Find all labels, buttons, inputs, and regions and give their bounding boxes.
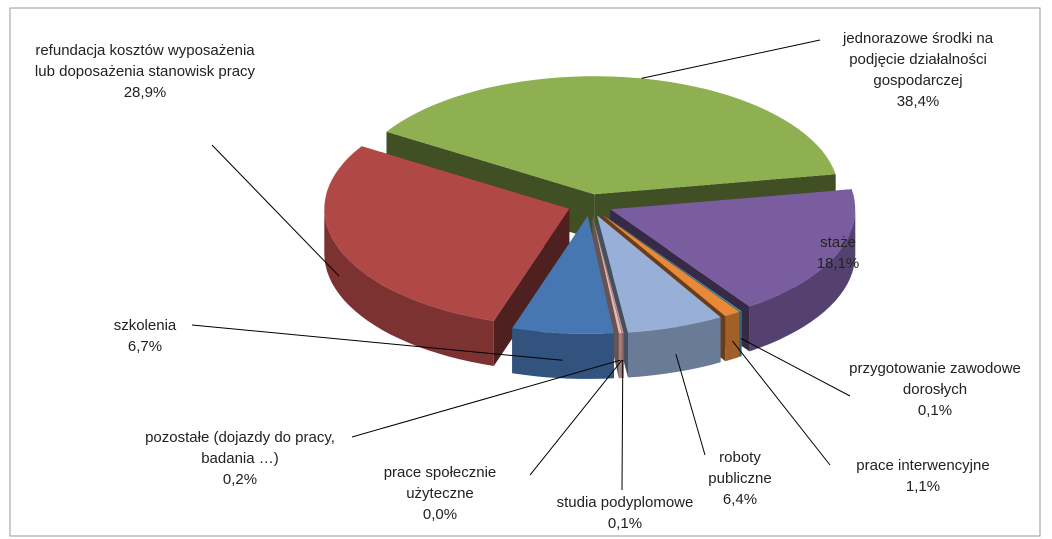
slice-top	[601, 214, 740, 317]
leader-line	[351, 359, 621, 438]
slice	[324, 146, 570, 366]
slice-top	[610, 189, 856, 307]
category-label: staże	[820, 234, 856, 251]
slice-top	[324, 146, 570, 321]
data-label: szkolenia 6,7%	[85, 315, 205, 357]
value-label: 38,4%	[896, 93, 940, 110]
value-label: 0,1%	[917, 402, 953, 419]
category-label: roboty publiczne	[708, 449, 772, 487]
data-label: studia podyplomowe 0,1%	[525, 492, 725, 534]
slice-side	[628, 317, 721, 378]
category-label: jednorazowe środki na podjęcie działalno…	[842, 30, 994, 89]
data-label: prace społecznie użyteczne 0,0%	[350, 462, 530, 525]
leader-line	[740, 337, 851, 397]
category-label: studia podyplomowe	[556, 494, 694, 511]
data-label: refundacja kosztów wyposażenia lub dopos…	[30, 40, 260, 103]
value-label: 0,0%	[422, 506, 458, 523]
value-label: 1,1%	[905, 478, 941, 495]
value-label: 0,2%	[222, 471, 258, 488]
slice-side	[618, 333, 622, 379]
slice-side	[740, 311, 742, 357]
slice-top	[386, 76, 836, 195]
slice	[512, 215, 614, 379]
category-label: prace społecznie użyteczne	[383, 464, 497, 502]
leader-line	[732, 340, 831, 466]
slice-top	[597, 215, 721, 333]
slice-top	[602, 214, 742, 312]
leader-line	[211, 144, 340, 277]
leader-line	[529, 359, 623, 476]
data-label: pozostałe (dojazdy do pracy, badania …) 0…	[125, 427, 355, 490]
data-label: prace interwencyjne 1,1%	[823, 455, 1023, 497]
slice-top	[592, 215, 624, 334]
leader-line	[641, 39, 821, 79]
category-label: pozostałe (dojazdy do pracy, badania …)	[145, 429, 335, 467]
slice-side	[324, 208, 494, 366]
chart-border	[9, 7, 1041, 537]
data-label: staże 18,1%	[783, 232, 893, 274]
value-label: 18,1%	[816, 255, 860, 272]
category-label: refundacja kosztów wyposażenia lub dopos…	[34, 42, 256, 80]
leader-line	[621, 359, 624, 491]
data-label: jednorazowe środki na podjęcie działalno…	[818, 28, 1018, 112]
slice-side	[512, 328, 614, 379]
value-label: 6,4%	[722, 491, 758, 508]
slice	[597, 215, 721, 378]
slice-side	[749, 209, 856, 352]
leader-line	[191, 324, 563, 361]
data-label: roboty publiczne 6,4%	[690, 447, 790, 510]
leader-line	[675, 353, 706, 456]
category-label: prace interwencyjne	[856, 457, 990, 474]
value-label: 0,1%	[607, 515, 643, 532]
category-label: przygotowanie zawodowe dorosłych	[849, 360, 1021, 398]
value-label: 6,7%	[127, 338, 163, 355]
slice-side	[725, 311, 740, 362]
slice-top	[512, 215, 614, 334]
slice-top	[592, 215, 622, 334]
data-label: przygotowanie zawodowe dorosłych 0,1%	[835, 358, 1035, 421]
value-label: 28,9%	[123, 84, 167, 101]
category-label: szkolenia	[113, 317, 177, 334]
